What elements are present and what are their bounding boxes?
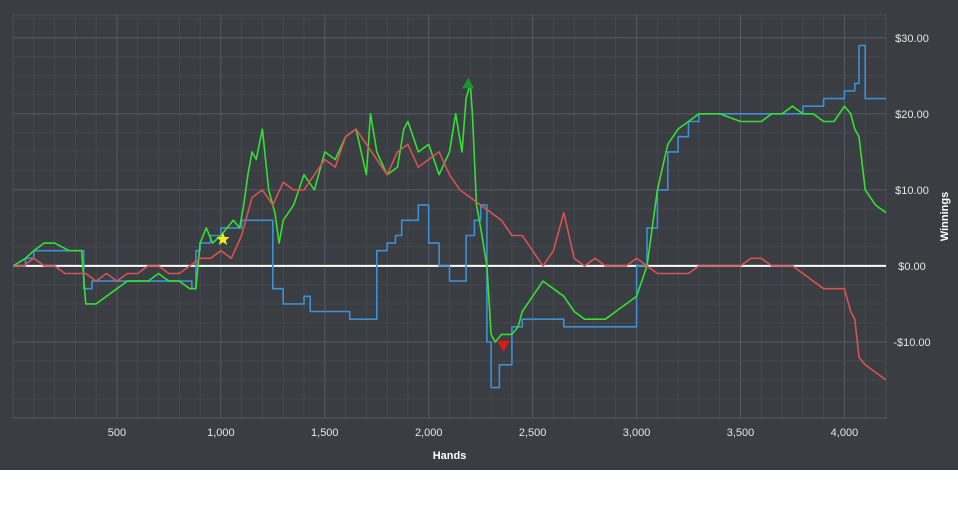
x-tick-label: 1,000	[207, 427, 235, 439]
y-tick-label: $0.00	[898, 261, 926, 273]
x-tick-label: 4,000	[831, 427, 859, 439]
y-tick-label: -$10.00	[893, 337, 930, 349]
x-tick-label: 2,000	[415, 427, 443, 439]
marker-layer	[216, 77, 510, 352]
low-point-triangle-icon	[497, 340, 510, 352]
y-axis-ticks: -$10.00 $0.00 $10.00 $20.00 $30.00	[893, 33, 930, 349]
high-point-triangle-icon	[462, 77, 475, 89]
x-tick-label: 2,500	[519, 427, 547, 439]
series-layer	[12, 44, 887, 389]
y-tick-label: $10.00	[895, 185, 929, 197]
y-tick-label: $20.00	[895, 109, 929, 121]
star-marker-icon	[216, 232, 230, 245]
x-axis-ticks: 500 1,000 1,500 2,000 2,500 3,000 3,500 4,000	[108, 427, 858, 439]
x-tick-label: 3,500	[727, 427, 755, 439]
x-tick-label: 3,000	[623, 427, 651, 439]
series-line-red	[13, 128, 887, 381]
series-line-blue	[13, 44, 886, 389]
x-axis-title: Hands	[433, 450, 467, 462]
series-line-green	[12, 82, 887, 343]
grid	[12, 14, 887, 419]
y-tick-label: $30.00	[895, 33, 929, 45]
x-tick-label: 1,500	[311, 427, 339, 439]
winnings-chart: 500 1,000 1,500 2,000 2,500 3,000 3,500 4,000 -…	[0, 0, 958, 470]
winnings-chart-svg: 500 1,000 1,500 2,000 2,500 3,000 3,500 4,000 -…	[12, 14, 951, 462]
y-axis-title: Winnings	[939, 192, 951, 241]
x-tick-label: 500	[108, 427, 126, 439]
